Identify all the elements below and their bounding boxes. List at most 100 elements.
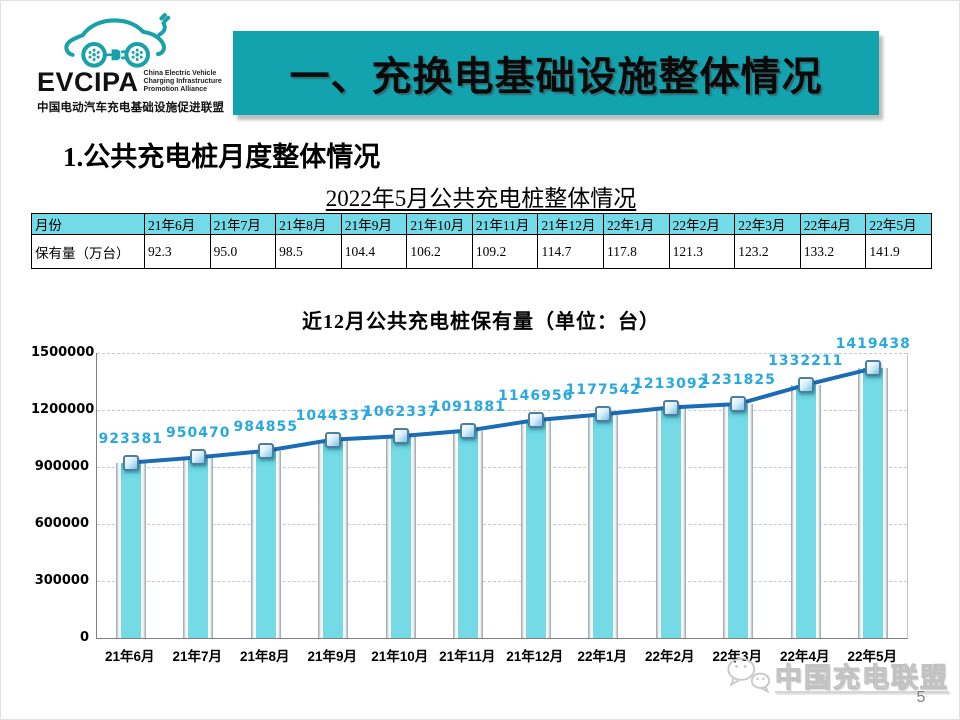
y-axis-tick-label: 600000 [34, 516, 89, 531]
bar-bevel-right [275, 450, 281, 638]
monthly-table: 月份 21年6月 21年7月 21年8月 21年9月 21年10月 21年11月 21年12月… [31, 213, 932, 269]
footer-logo: 中国充电联盟 [725, 655, 949, 695]
bar [250, 450, 281, 638]
bar-fill [458, 430, 479, 638]
trend-line [130, 366, 874, 465]
bar-fill [593, 414, 614, 638]
y-axis-tick-label: 0 [79, 630, 89, 645]
bar-bevel-left [588, 414, 594, 638]
bar-chart: 923381 950470 984855 1044337 1062337 1091881 1… [31, 336, 941, 673]
data-point-marker [730, 395, 747, 412]
bar-bevel-left [385, 436, 391, 638]
bar [183, 457, 214, 638]
data-point-marker [392, 428, 409, 445]
bar-bevel-right [883, 368, 889, 638]
table-month-header: 21年7月 [209, 213, 277, 235]
data-point-marker [865, 360, 882, 377]
y-axis-tick-label: 900000 [34, 459, 89, 474]
bar-fill [728, 403, 749, 638]
gridline [97, 467, 907, 468]
bar [318, 439, 349, 638]
bar-bevel-left [520, 420, 526, 638]
x-axis-tick-label: 21年10月 [371, 649, 429, 664]
x-axis-tick-label: 22年2月 [644, 649, 695, 664]
bar-bevel-right [815, 384, 821, 638]
logo-tagline: China Electric Vehicle Charging Infrastr… [143, 69, 222, 93]
bar-value-label: 1146956 [498, 388, 574, 405]
bar-bevel-left [723, 403, 729, 638]
bar-value-label: 1231825 [700, 371, 776, 388]
bar-bevel-right [343, 439, 349, 638]
bar-bevel-right [680, 407, 686, 638]
ev-car-icon [64, 13, 171, 68]
bar-fill [120, 462, 141, 638]
section-banner: 一、充换电基础设施整体情况 [233, 31, 879, 115]
x-axis-tick-label: 21年8月 [239, 649, 290, 664]
bar-value-label: 984855 [233, 418, 298, 435]
x-axis-tick-label: 22年5月 [847, 649, 898, 664]
data-point-marker [460, 422, 477, 439]
bar-bevel-left [250, 450, 256, 638]
bar-fill [188, 457, 209, 638]
y-axis-tick-label: 1500000 [31, 345, 95, 360]
x-axis-tick-label: 21年11月 [439, 649, 496, 664]
logo-chinese-name: 中国电动汽车充电基础设施促进联盟 [37, 102, 225, 114]
data-point-marker [527, 412, 544, 429]
gridline [97, 410, 907, 411]
bar-value-label: 1419438 [835, 336, 911, 353]
logo-acronym: EVCIPA [37, 67, 139, 97]
evcipa-logo: EVCIPA China Electric Vehicle Charging I… [37, 9, 227, 115]
bar-value-label: 1091881 [430, 398, 506, 415]
bar-bevel-right [613, 414, 619, 638]
bar-value-label: 1062337 [363, 404, 439, 421]
table-value-cell: 141.9 [865, 234, 932, 269]
bar-bevel-left [790, 384, 796, 638]
bar-bevel-right [140, 462, 146, 638]
bar [453, 430, 484, 638]
x-axis-tick-label: 21年7月 [172, 649, 223, 664]
section-title: 一、充换电基础设施整体情况 [289, 54, 823, 99]
bar-value-label: 1213092 [633, 375, 709, 392]
bar-value-label: 950470 [166, 425, 231, 442]
x-axis-tick-label: 22年1月 [577, 649, 628, 664]
gridline [97, 581, 907, 582]
gridline [97, 353, 907, 354]
table-month-header: 22年1月 [603, 213, 670, 235]
bar-fill [255, 450, 276, 638]
table-row-label: 保有量（万台） [31, 234, 145, 269]
table-value-cell: 109.2 [471, 234, 539, 269]
table-month-header: 21年10月 [406, 213, 473, 235]
data-point-marker [257, 442, 274, 459]
bar [790, 384, 821, 638]
y-axis-tick-label: 300000 [34, 573, 89, 588]
bar-fill [390, 436, 411, 638]
bar-bevel-left [183, 457, 189, 638]
table-value-cell: 92.3 [144, 234, 211, 269]
data-point-marker [325, 431, 342, 448]
table-value-cell: 104.4 [340, 234, 408, 269]
bar [385, 436, 416, 638]
table-month-header: 21年6月 [144, 213, 211, 235]
bar-bevel-right [410, 436, 416, 638]
bar-bevel-right [478, 430, 484, 638]
data-point-marker [662, 399, 679, 416]
plot-area: 923381 950470 984855 1044337 1062337 1091881 1… [96, 336, 910, 639]
alliance-name: 中国充电联盟 [775, 662, 949, 693]
bar [115, 462, 146, 638]
table-value-cell: 98.5 [275, 234, 342, 269]
table-month-header: 21年12月 [537, 213, 605, 235]
bar [723, 403, 754, 638]
bar-bevel-right [208, 457, 214, 638]
bar-fill [863, 368, 884, 638]
data-point-marker [122, 454, 139, 471]
data-point-marker [797, 376, 814, 393]
bar [520, 420, 551, 638]
gridline [97, 524, 907, 525]
bar-fill [525, 420, 546, 638]
bar-value-label: 1177542 [565, 382, 641, 399]
table-month-header: 22年3月 [734, 213, 801, 235]
bar [858, 368, 889, 638]
y-axis-tick-label: 1200000 [31, 402, 95, 417]
bar-fill [660, 407, 681, 638]
